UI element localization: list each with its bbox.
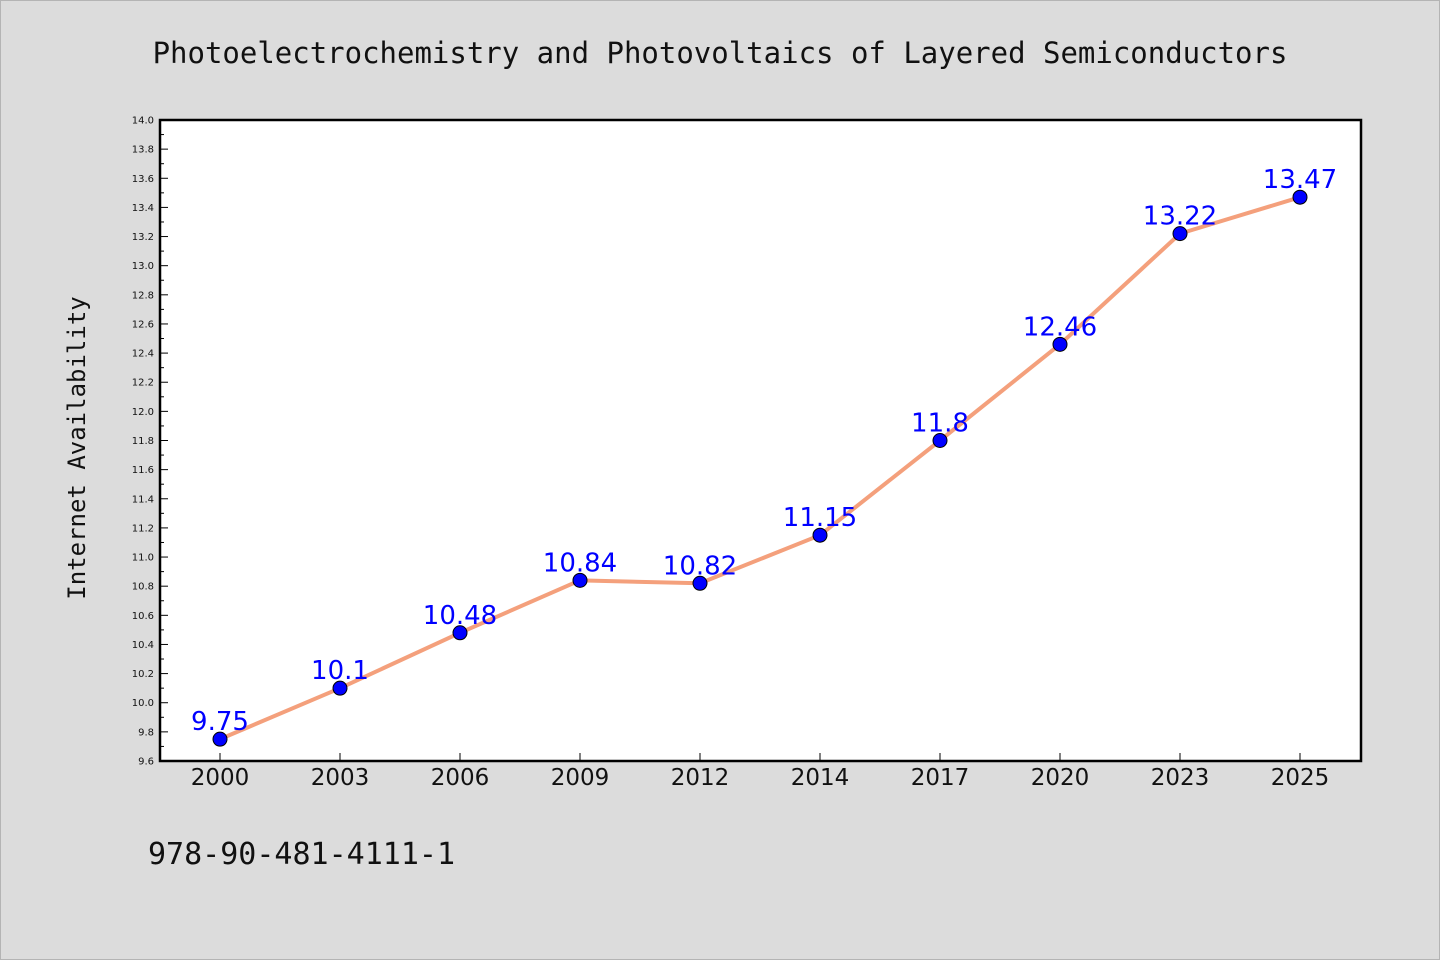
x-tick-label: 2003: [311, 765, 370, 791]
data-label: 12.46: [1023, 312, 1097, 342]
x-tick-label: 2014: [791, 765, 850, 791]
y-tick-label: 10.8: [132, 582, 154, 593]
data-label: 9.75: [191, 707, 249, 737]
x-axis-ticks: 2000 2003 2006 2009 2012 2014 2017 2020 2023 2025: [191, 753, 1330, 791]
x-tick-label: 2025: [1271, 765, 1330, 791]
data-point: [932, 433, 948, 448]
x-tick-label: 2000: [191, 765, 250, 791]
x-tick-label: 2012: [671, 765, 730, 791]
x-tick-label: 2009: [551, 765, 610, 791]
data-point: [1172, 226, 1188, 242]
data-point: [1292, 189, 1308, 205]
data-label: 10.1: [311, 656, 369, 686]
data-label: 10.82: [663, 551, 737, 581]
data-label: 10.48: [423, 601, 497, 631]
y-tick-label: 11.4: [132, 494, 154, 505]
data-point: [1052, 336, 1068, 352]
y-tick-label: 11.6: [132, 465, 154, 476]
data-point: [692, 575, 708, 591]
plot-area: [158, 118, 1363, 763]
data-label: 11.8: [911, 409, 969, 439]
y-tick-label: 12.6: [132, 319, 154, 330]
data-point: [572, 572, 588, 588]
y-tick-label: 9.8: [138, 727, 154, 738]
chart-title: Photoelectrochemistry and Photovoltaics …: [153, 36, 1288, 70]
y-tick-label: 12.4: [132, 349, 154, 360]
y-tick-label: 14.0: [132, 116, 154, 127]
x-tick-label: 2023: [1151, 765, 1210, 791]
data-series: 9.75 10.1 10.48 10.84 10.82 11.15 11.8 12.46 13.…: [191, 165, 1337, 747]
y-tick-label: 13.4: [132, 203, 154, 214]
data-label: 13.47: [1263, 165, 1337, 195]
x-tick-label: 2020: [1031, 765, 1090, 791]
y-tick-label: 11.8: [132, 436, 154, 447]
y-tick-label: 11.0: [132, 553, 154, 564]
y-tick-label: 12.0: [132, 407, 154, 418]
data-point: [332, 680, 348, 696]
y-tick-label: 13.6: [132, 174, 154, 185]
y-axis-label: Internet Availability: [63, 296, 91, 599]
data-point: [452, 625, 468, 641]
x-tick-label: 2006: [431, 765, 490, 791]
y-axis-ticks: 9.6 9.8 10.0 10.2 10.4 10.6 10.8 11.0 11.2 11.4 11…: [132, 116, 168, 768]
x-tick-label: 2017: [911, 765, 970, 791]
y-tick-label: 13.8: [132, 145, 154, 156]
series-line: [218, 195, 1302, 742]
data-label: 10.84: [543, 548, 617, 578]
isbn-footnote: 978-90-481-4111-1: [148, 837, 455, 872]
y-tick-label: 10.2: [132, 669, 154, 680]
y-tick-label: 13.2: [132, 232, 154, 243]
data-point: [812, 527, 828, 543]
y-tick-label: 11.2: [132, 523, 154, 534]
y-tick-label: 10.4: [132, 640, 154, 651]
y-tick-label: 12.8: [132, 290, 154, 301]
y-tick-label: 9.6: [138, 757, 154, 768]
data-label: 13.22: [1143, 202, 1217, 232]
y-tick-label: 13.0: [132, 261, 154, 272]
y-tick-label: 10.6: [132, 611, 154, 622]
y-tick-label: 12.2: [132, 378, 154, 389]
data-point: [212, 731, 228, 747]
y-tick-label: 10.0: [132, 698, 154, 709]
data-label: 11.15: [783, 503, 857, 533]
